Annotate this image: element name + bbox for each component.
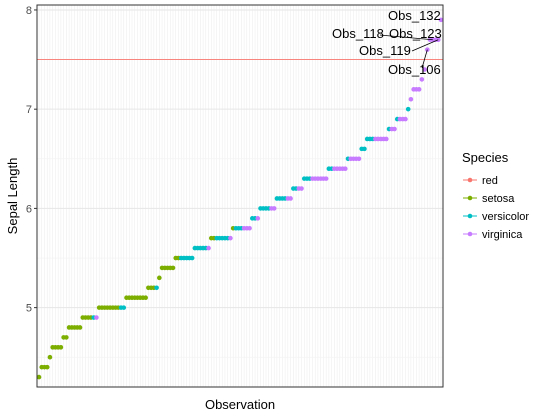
data-point xyxy=(143,295,148,301)
data-point xyxy=(121,305,127,310)
data-point xyxy=(206,245,211,251)
y-tick-label: 5 xyxy=(26,303,32,315)
y-tick-label: 8 xyxy=(26,5,32,17)
data-point xyxy=(64,335,69,340)
data-point xyxy=(170,265,176,271)
panel-background xyxy=(37,5,443,387)
data-point xyxy=(422,67,427,72)
data-point xyxy=(408,96,414,102)
data-point xyxy=(247,225,252,231)
legend-title: Species xyxy=(462,150,509,165)
data-point xyxy=(157,275,162,281)
points-layer xyxy=(36,17,444,380)
annotation-label: Obs_106 xyxy=(388,62,441,77)
data-point xyxy=(94,315,99,320)
annotation-label: Obs_118 xyxy=(332,26,384,41)
annotation-leader xyxy=(421,49,428,69)
legend-key-point xyxy=(467,231,473,237)
grid-layer xyxy=(37,5,443,387)
legend-label: setosa xyxy=(482,193,515,205)
data-point xyxy=(392,126,397,132)
data-point xyxy=(384,136,389,142)
data-point xyxy=(58,345,64,350)
legend-key-point xyxy=(467,177,473,183)
data-point xyxy=(416,87,422,92)
data-point xyxy=(36,374,42,380)
data-point xyxy=(299,186,304,191)
data-point xyxy=(405,106,411,112)
annotations-layer: Obs_132 Obs_118 Obs_123 Obs_119 Obs_106 xyxy=(332,8,442,77)
panel-border xyxy=(36,4,444,388)
data-point xyxy=(438,17,444,23)
legend-label: red xyxy=(482,175,498,187)
legend-label: versicolor xyxy=(482,211,529,223)
legend-key-point xyxy=(467,195,473,201)
annotation-label: Obs_119 xyxy=(359,43,411,58)
data-point xyxy=(44,364,50,370)
annotation-label: Obs_123 xyxy=(389,26,442,41)
data-point xyxy=(356,156,362,162)
data-point xyxy=(403,116,408,122)
legend-key-point xyxy=(467,213,473,219)
y-tick-label: 7 xyxy=(26,104,32,116)
x-axis-title: Observation xyxy=(205,397,275,412)
data-point xyxy=(342,166,348,172)
data-point xyxy=(77,325,83,330)
annotation-leader xyxy=(379,34,433,41)
data-point xyxy=(154,285,159,291)
legend-label: virginica xyxy=(482,229,523,241)
annotation-label: Obs_132 xyxy=(388,8,441,23)
data-point xyxy=(323,176,329,181)
y-axis-title: Sepal Length xyxy=(5,158,20,235)
data-point xyxy=(419,77,425,82)
data-point xyxy=(189,255,195,261)
data-point xyxy=(47,354,53,360)
annotation-leader xyxy=(411,39,439,52)
data-point xyxy=(271,206,277,211)
legend: red setosa versicolor virginica xyxy=(463,175,529,241)
data-point xyxy=(228,235,233,241)
y-axis: 5 6 7 8 xyxy=(26,5,37,315)
y-tick-label: 6 xyxy=(26,203,32,215)
data-point xyxy=(362,146,367,152)
data-point xyxy=(288,196,293,201)
data-point xyxy=(255,216,261,221)
